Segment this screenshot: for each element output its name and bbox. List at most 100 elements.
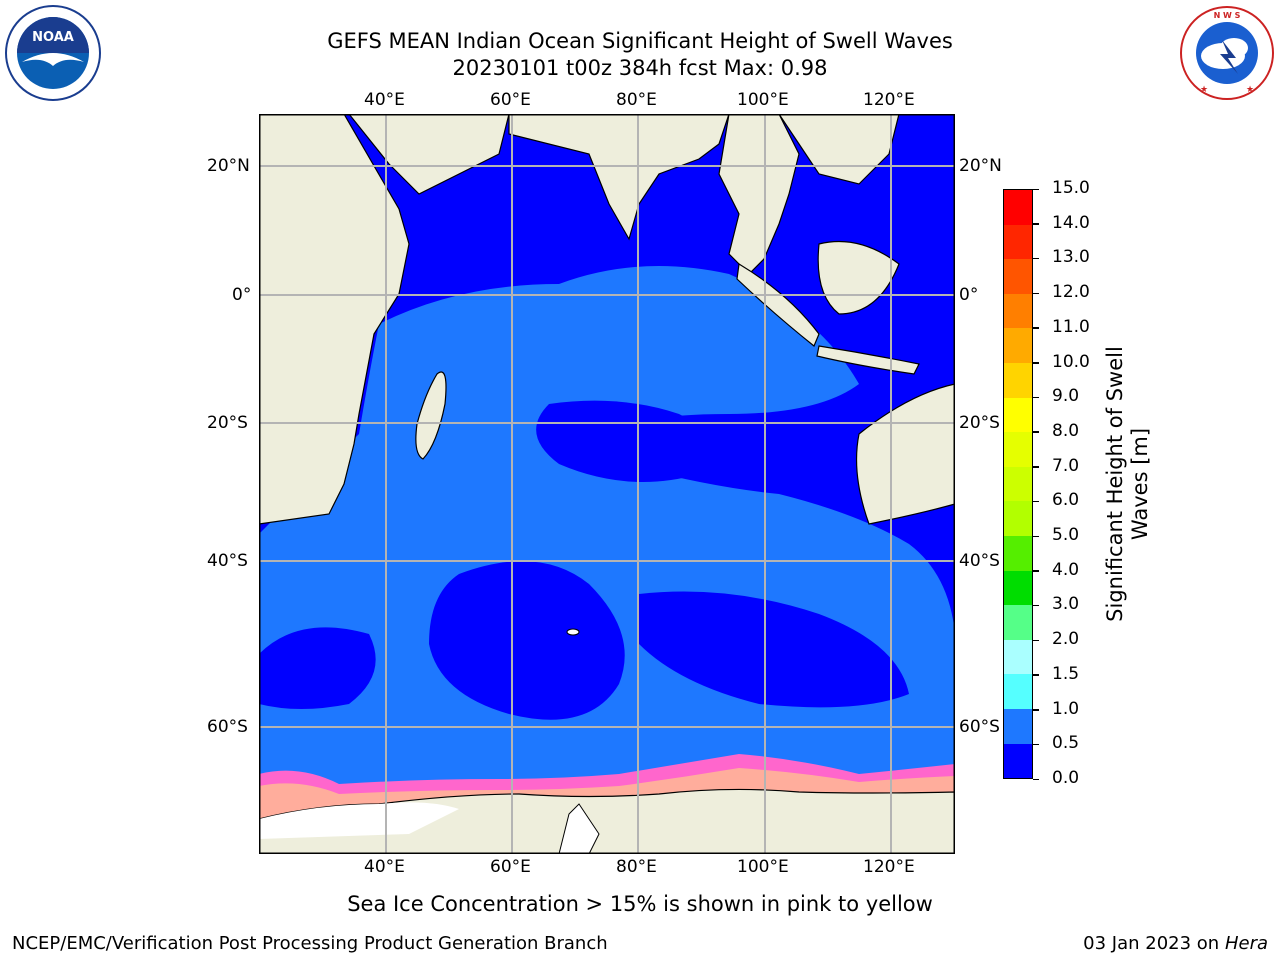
noaa-logo-text: NOAA xyxy=(32,30,74,45)
colorbar-ticks: 15.0 14.0 13.0 12.0 11.0 10.0 9.0 8.0 7.0 6.0 5.0 4… xyxy=(1033,0,1105,960)
map-plot xyxy=(259,114,955,854)
ice-shelf-amery xyxy=(558,803,600,854)
colorbar-tick-label: 14.0 xyxy=(1052,212,1090,233)
colorbar-tick-mark xyxy=(1033,570,1039,572)
colorbar-segment xyxy=(1004,362,1032,398)
low-swell-patch xyxy=(259,627,376,709)
colorbar-segment xyxy=(1004,605,1032,640)
colorbar-segment xyxy=(1004,259,1032,294)
lon-tick-top: 40°E xyxy=(364,90,405,110)
colorbar-tick-mark xyxy=(1033,743,1039,746)
nws-logo: N W S ★ ★ xyxy=(1180,6,1274,100)
colorbar-segment xyxy=(1004,190,1032,225)
colorbar-segment xyxy=(1004,224,1032,260)
date-text: 03 Jan 2023 on xyxy=(1083,933,1220,954)
colorbar-tick-label: 7.0 xyxy=(1052,455,1080,476)
colorbar-tick-label: 10.0 xyxy=(1052,351,1090,372)
colorbar-tick-label: 0.0 xyxy=(1052,768,1080,788)
date-stamp: 03 Jan 2023 on Hera xyxy=(1083,933,1268,954)
colorbar-tick-mark xyxy=(1033,396,1039,399)
colorbar-tick-label: 0.5 xyxy=(1052,733,1080,754)
lon-tick-top: 80°E xyxy=(616,90,657,110)
colorbar-tick-label: 1.5 xyxy=(1052,663,1080,684)
land-madagascar xyxy=(415,371,447,460)
colorbar xyxy=(1003,189,1033,779)
colorbar-segment xyxy=(1004,397,1032,433)
lon-tick-bottom: 120°E xyxy=(863,857,915,877)
svg-text:N W S: N W S xyxy=(1214,11,1241,20)
lat-tick-left: 0° xyxy=(232,285,252,305)
colorbar-tick-label: 13.0 xyxy=(1052,247,1090,268)
colorbar-tick-label: 9.0 xyxy=(1052,386,1080,407)
colorbar-tick-label: 15.0 xyxy=(1052,178,1090,198)
sea-ice-note: Sea Ice Concentration > 15% is shown in … xyxy=(347,892,933,916)
colorbar-label: Significant Height of Swell Waves [m] xyxy=(1103,346,1152,622)
colorbar-tick-mark xyxy=(1033,188,1039,190)
colorbar-segment xyxy=(1004,328,1032,363)
colorbar-tick-mark xyxy=(1033,431,1039,433)
colorbar-tick-mark xyxy=(1033,223,1039,225)
colorbar-segment xyxy=(1004,708,1032,744)
colorbar-segment xyxy=(1004,432,1032,467)
colorbar-tick-mark xyxy=(1033,778,1039,780)
colorbar-tick-label: 5.0 xyxy=(1052,525,1080,546)
colorbar-tick-mark xyxy=(1033,674,1039,676)
colorbar-tick-label: 4.0 xyxy=(1052,559,1080,580)
colorbar-segment xyxy=(1004,293,1032,329)
colorbar-tick-mark xyxy=(1033,292,1039,295)
colorbar-tick-mark xyxy=(1033,639,1039,642)
colorbar-tick-mark xyxy=(1033,500,1039,503)
map-subtitle: 20230101 t00z 384h fcst Max: 0.98 xyxy=(452,56,828,80)
colorbar-tick-label: 3.0 xyxy=(1052,594,1080,615)
lat-tick-right: 0° xyxy=(959,285,979,305)
land-africa xyxy=(259,114,410,525)
low-swell-patch xyxy=(639,591,909,708)
lat-tick-right: 20°S xyxy=(959,413,1000,433)
colorbar-tick-label: 2.0 xyxy=(1052,629,1080,650)
lon-tick-top: 100°E xyxy=(737,90,789,110)
colorbar-tick-label: 8.0 xyxy=(1052,420,1080,441)
colorbar-tick-label: 6.0 xyxy=(1052,490,1080,511)
host-text: Hera xyxy=(1224,933,1268,954)
credit-text: NCEP/EMC/Verification Post Processing Pr… xyxy=(12,933,608,954)
colorbar-segment xyxy=(1004,501,1032,536)
lon-tick-bottom: 100°E xyxy=(737,857,789,877)
ice-shelf xyxy=(259,802,459,839)
lat-tick-left: 20°N xyxy=(207,156,250,176)
colorbar-segment xyxy=(1004,535,1032,571)
colorbar-tick-mark xyxy=(1033,535,1039,538)
colorbar-tick-label: 11.0 xyxy=(1052,316,1090,337)
colorbar-tick-mark xyxy=(1033,362,1039,364)
lat-tick-right: 60°S xyxy=(959,717,1000,737)
colorbar-tick-mark xyxy=(1033,604,1039,607)
land-java xyxy=(816,345,920,375)
lat-tick-left: 60°S xyxy=(207,717,248,737)
colorbar-tick-mark xyxy=(1033,257,1039,260)
land-arabia xyxy=(259,114,510,195)
colorbar-tick-label: 12.0 xyxy=(1052,282,1090,303)
colorbar-tick-mark xyxy=(1033,327,1039,329)
colorbar-segment xyxy=(1004,570,1032,606)
colorbar-segment xyxy=(1004,466,1032,502)
island-kerguelen xyxy=(566,628,580,636)
map-title: GEFS MEAN Indian Ocean Significant Heigh… xyxy=(327,29,953,53)
lat-tick-left: 20°S xyxy=(207,413,248,433)
lat-tick-right: 40°S xyxy=(959,551,1000,571)
low-swell-patch xyxy=(536,400,715,482)
noaa-logo: NOAA xyxy=(5,5,101,101)
lat-tick-right: 20°N xyxy=(959,156,1002,176)
colorbar-tick-label: 1.0 xyxy=(1052,698,1080,719)
svg-text:★: ★ xyxy=(1246,85,1254,95)
lon-tick-top: 60°E xyxy=(490,90,531,110)
svg-text:★: ★ xyxy=(1200,85,1208,95)
lon-tick-bottom: 80°E xyxy=(616,857,657,877)
lon-tick-top: 120°E xyxy=(863,90,915,110)
lon-tick-bottom: 40°E xyxy=(364,857,405,877)
lon-tick-bottom: 60°E xyxy=(490,857,531,877)
colorbar-segment xyxy=(1004,674,1032,709)
colorbar-tick-mark xyxy=(1033,466,1039,468)
map-frame xyxy=(259,114,955,854)
low-swell-patch xyxy=(429,561,625,720)
lat-tick-left: 40°S xyxy=(207,551,248,571)
map-gridlines xyxy=(259,114,955,854)
